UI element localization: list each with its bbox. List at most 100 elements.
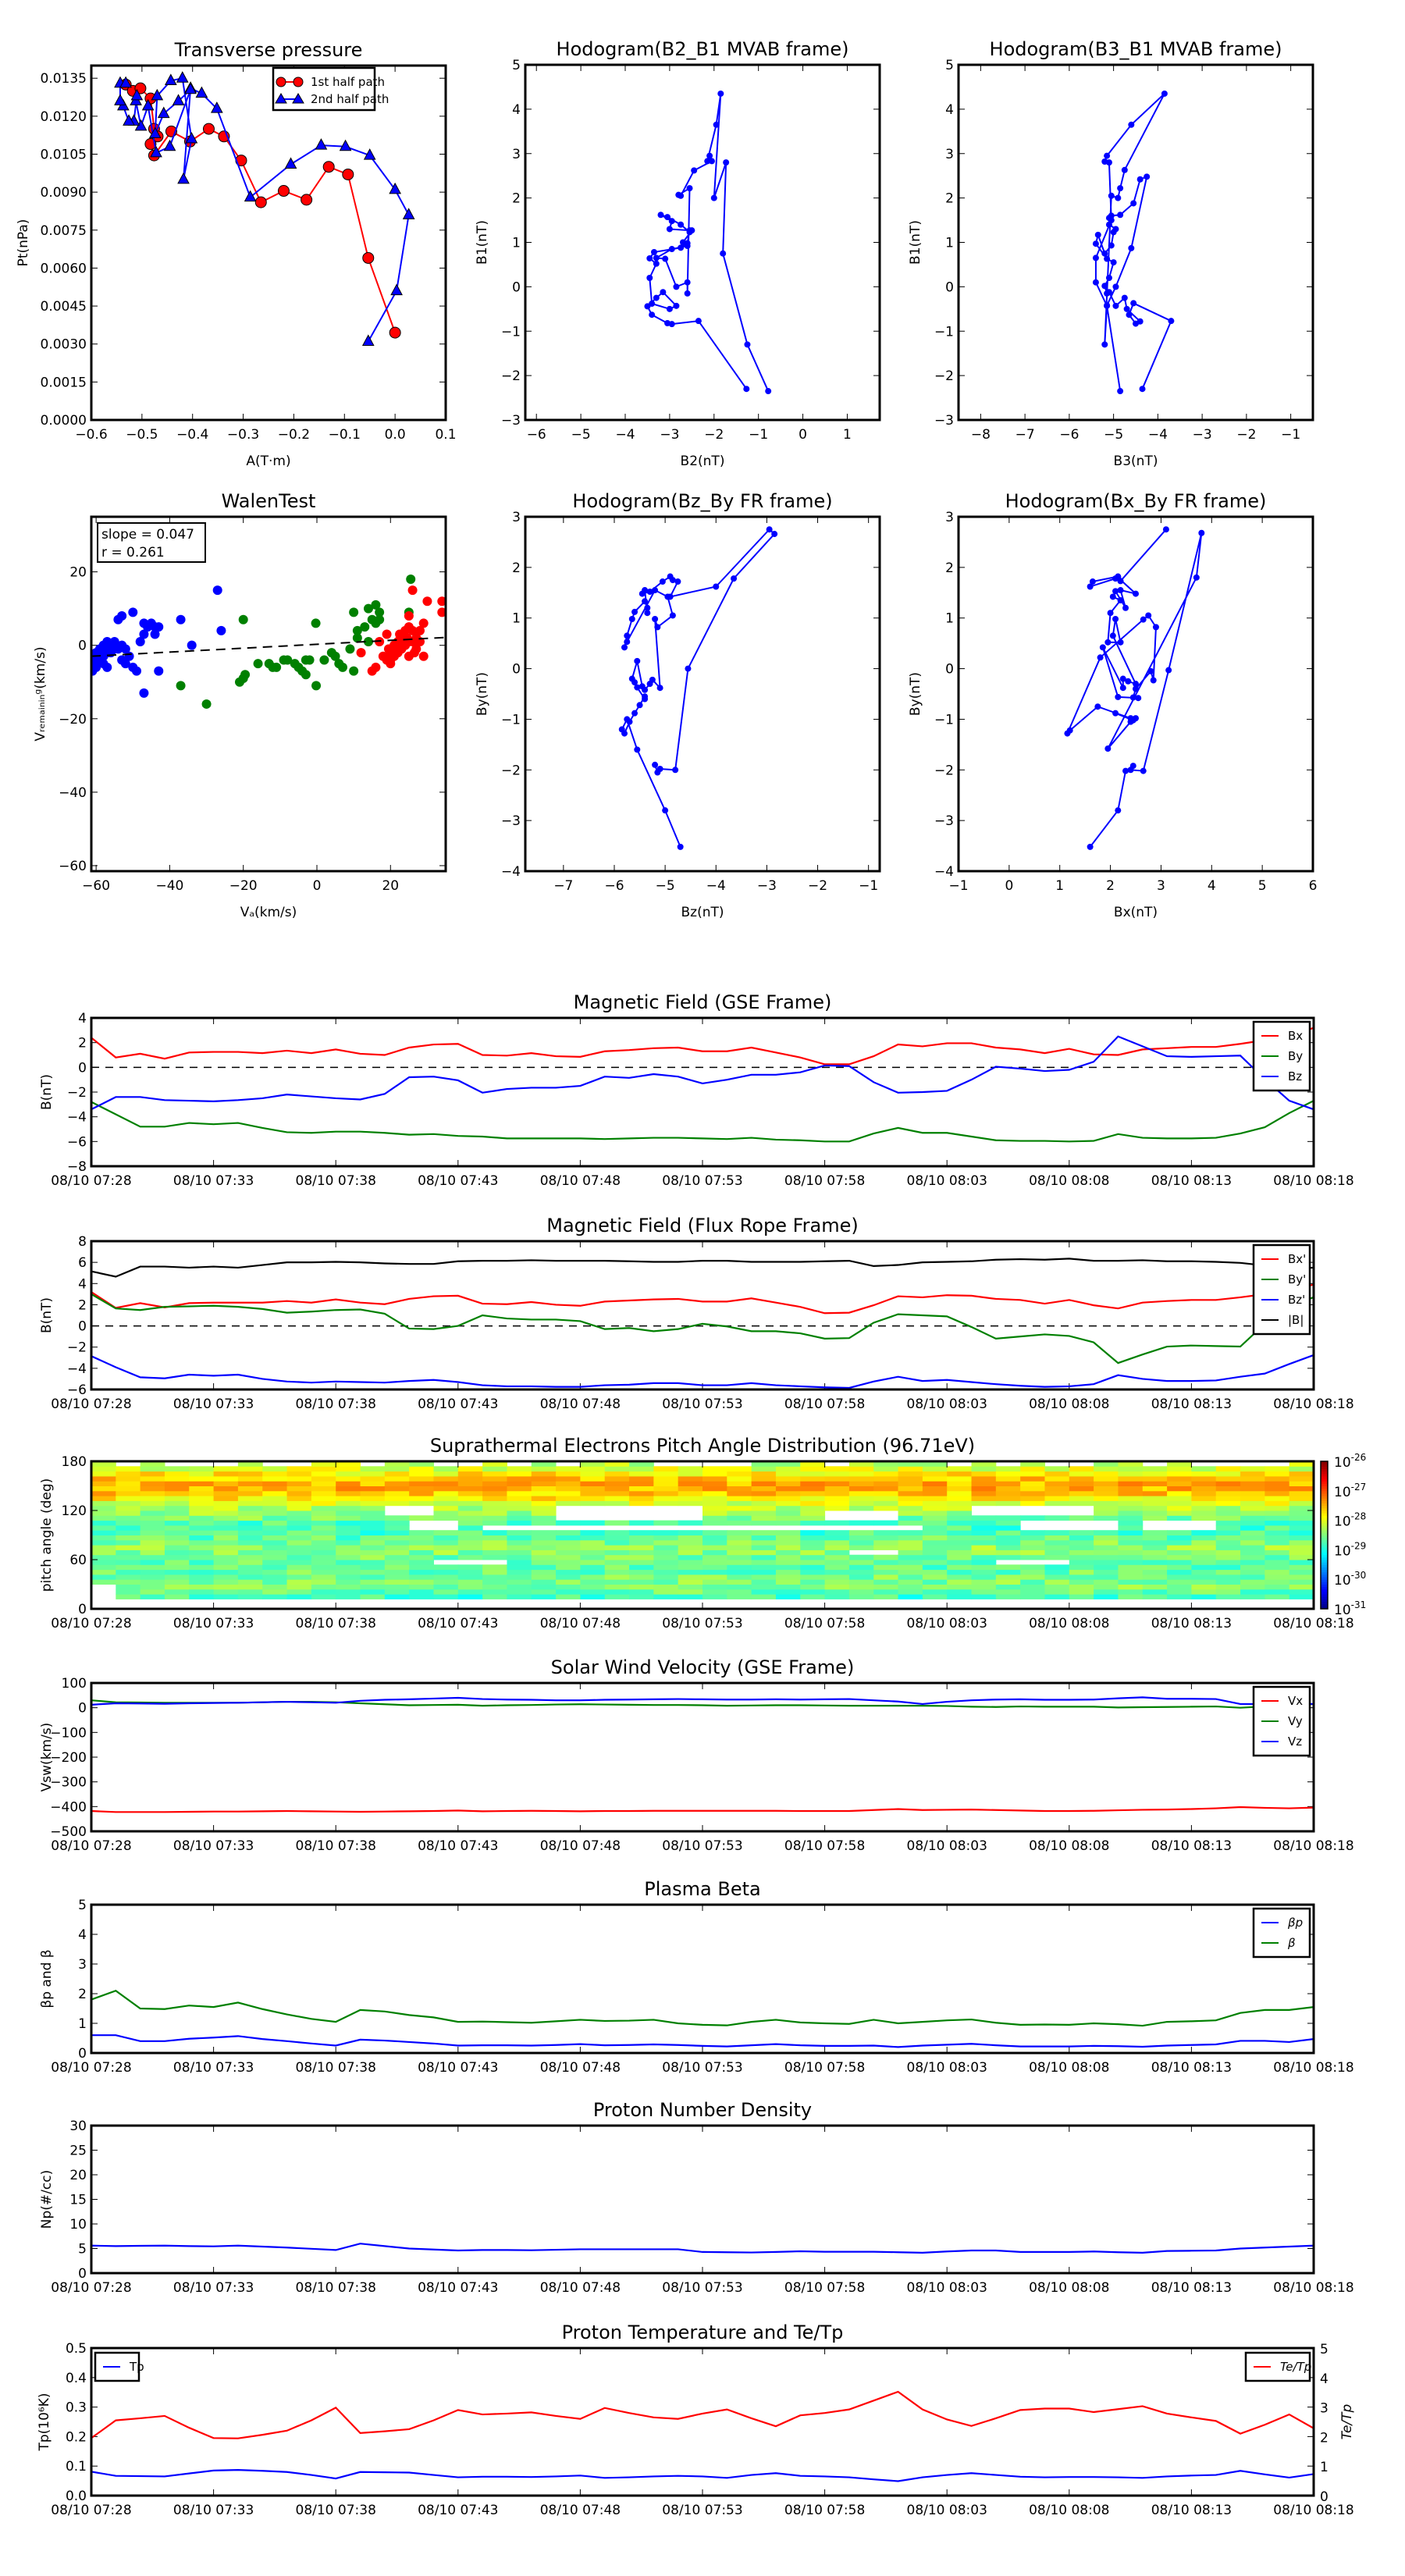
heatmap-cell [140, 1520, 165, 1526]
x-tick-label: 08/10 07:58 [784, 2060, 865, 2076]
heatmap-cell [848, 1535, 874, 1541]
y-tick-label: 2 [945, 191, 954, 207]
heatmap-cell [531, 1471, 557, 1477]
heatmap-cell [580, 1485, 606, 1492]
heatmap-cell [311, 1569, 336, 1575]
y-tick-label: 0.2 [66, 2429, 87, 2445]
colorbar-segment [1321, 1577, 1328, 1580]
data-point-circle [342, 168, 354, 180]
x-tick-label: 08/10 07:48 [540, 1173, 621, 1189]
heatmap-cell [531, 1500, 557, 1507]
heatmap-cell [604, 1471, 630, 1477]
heatmap-cell [237, 1589, 263, 1595]
heatmap-cell [507, 1545, 532, 1550]
heatmap-cell [775, 1584, 801, 1590]
heatmap-cell [409, 1466, 434, 1472]
legend-item: 2nd half path [275, 92, 389, 106]
heatmap-cell [1191, 1466, 1217, 1472]
heatmap-cell [824, 1560, 850, 1565]
heatmap-cell [336, 1554, 361, 1560]
data-point [710, 194, 717, 201]
data-point [621, 644, 628, 651]
heatmap-cell [116, 1589, 141, 1595]
series-line-vx [91, 1806, 1314, 1813]
heatmap-cell [1240, 1520, 1265, 1526]
x-tick-label: 08/10 08:03 [907, 1173, 987, 1189]
heatmap-cell [507, 1496, 532, 1501]
heatmap-cell [898, 1466, 923, 1472]
heatmap-cell [1020, 1471, 1045, 1477]
heatmap-cell [604, 1589, 630, 1595]
colorbar-segment [1321, 1606, 1328, 1610]
heatmap-cell [286, 1505, 312, 1511]
colorbar-exponent: -28 [1351, 1511, 1367, 1522]
heatmap-cell [1020, 1515, 1045, 1521]
colorbar-segment [1321, 1475, 1328, 1479]
heatmap-cell [848, 1520, 874, 1526]
heatmap-cell [140, 1589, 165, 1595]
heatmap-cell [1264, 1564, 1290, 1571]
heatmap-cell [1215, 1471, 1241, 1477]
colorbar-segment [1321, 1535, 1328, 1539]
heatmap-cell [1167, 1485, 1192, 1492]
heatmap-cell [409, 1545, 434, 1550]
x-tick-label: 08/10 07:28 [51, 2060, 131, 2076]
heatmap-cell [1289, 1485, 1314, 1492]
y-tick-label: 5 [512, 58, 521, 73]
heatmap-cell [91, 1485, 116, 1492]
heatmap-cell [91, 1466, 116, 1472]
heatmap-cell [360, 1594, 386, 1599]
heatmap-cell [1191, 1574, 1217, 1580]
heatmap-cell [1264, 1579, 1290, 1585]
heatmap-cell [995, 1539, 1021, 1546]
heatmap-cell [947, 1496, 973, 1501]
heatmap-cell [409, 1481, 434, 1486]
data-point [1104, 290, 1111, 297]
x-tick-label: 4 [1208, 878, 1216, 894]
heatmap-cell [237, 1579, 263, 1585]
heatmap-cell [947, 1569, 973, 1575]
data-point [678, 244, 685, 251]
data-point [628, 675, 635, 682]
heatmap-cell [653, 1564, 679, 1571]
heatmap-cell [433, 1471, 459, 1477]
heatmap-cell [971, 1525, 997, 1531]
data-point [634, 746, 641, 753]
heatmap-cell [457, 1535, 483, 1541]
heatmap-cell [1142, 1475, 1168, 1482]
data-point-triangle [390, 283, 403, 296]
y-tick-label: 25 [69, 2144, 87, 2159]
heatmap-cell [702, 1475, 727, 1482]
heatmap-cell [556, 1539, 581, 1546]
scatter-point [375, 614, 385, 624]
heatmap-cell [409, 1461, 434, 1467]
heatmap-cell [727, 1530, 752, 1535]
heatmap-cell [604, 1579, 630, 1585]
y-tick-label: −20 [59, 712, 87, 728]
heatmap-cell [727, 1475, 752, 1482]
chart-title: Magnetic Field (Flux Rope Frame) [546, 1215, 858, 1236]
heatmap-cell [824, 1490, 850, 1496]
data-point [674, 578, 681, 585]
heatmap-cell [824, 1594, 850, 1599]
data-point [646, 275, 653, 281]
heatmap-cell [556, 1584, 581, 1590]
heatmap-cell [800, 1530, 826, 1535]
colorbar-segment [1321, 1589, 1328, 1592]
data-point [1126, 311, 1133, 318]
heatmap-cell [898, 1520, 923, 1526]
heatmap-cell [262, 1589, 288, 1595]
heatmap-cell [1142, 1579, 1168, 1585]
heatmap-cell [1069, 1535, 1094, 1541]
heatmap-cell [409, 1496, 434, 1501]
x-tick-label: 08/10 07:53 [662, 2060, 742, 2076]
heatmap-cell [751, 1471, 777, 1477]
x-tick-label: 08/10 07:33 [173, 1173, 254, 1189]
heatmap-cell [482, 1515, 507, 1521]
heatmap-cell [947, 1481, 973, 1486]
heatmap-cell [336, 1475, 361, 1482]
data-point [706, 152, 713, 159]
heatmap-cell [727, 1589, 752, 1595]
data-point [1117, 388, 1124, 395]
x-tick-label: −7 [1016, 427, 1035, 443]
